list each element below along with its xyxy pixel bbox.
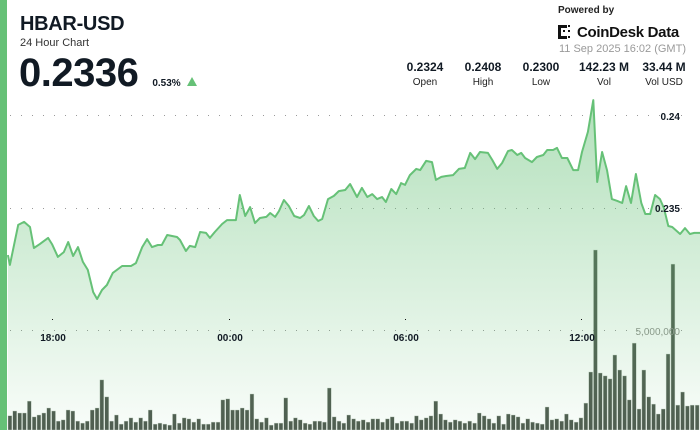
accent-bar — [0, 0, 7, 430]
stat-value: 33.44 M — [642, 60, 686, 74]
price-area — [7, 100, 700, 430]
stat-value: 0.2408 — [464, 60, 502, 74]
x-tick — [581, 319, 582, 320]
price-row: 0.2336 0.53% — [19, 50, 197, 96]
x-tick-label: 06:00 — [393, 333, 419, 344]
stat-value: 0.2300 — [522, 60, 560, 74]
stat-vol: 142.23 M Vol — [576, 60, 632, 88]
stat-high: 0.2408 High — [455, 60, 511, 88]
up-arrow-icon — [186, 77, 197, 86]
stat-value: 0.2324 — [406, 60, 444, 74]
stat-low: 0.2300 Low — [513, 60, 569, 88]
logo-text: CoinDesk Data — [577, 23, 679, 41]
price-change: 0.53% — [152, 78, 181, 89]
timestamp: 11 Sep 2025 16:02 (GMT) — [559, 43, 686, 55]
price-line — [6, 99, 700, 300]
x-tick-label: 18:00 — [40, 333, 66, 344]
stat-vol-usd: 33.44 M Vol USD — [636, 60, 692, 88]
y-tick-label: 0.24 — [661, 112, 681, 123]
chart-subtitle: 24 Hour Chart — [20, 37, 90, 49]
x-axis: 18:00 00:00 06:00 12:00 — [40, 319, 595, 344]
stat-label: Vol — [597, 77, 611, 88]
coindesk-logo: CoinDesk Data — [557, 22, 679, 42]
x-tick — [229, 319, 230, 320]
stat-label: High — [472, 77, 494, 88]
stat-open: 0.2324 Open — [397, 60, 453, 88]
coindesk-logo-icon — [558, 25, 570, 39]
y-tick-label: 0.235 — [655, 204, 680, 215]
stat-value: 142.23 M — [578, 60, 630, 74]
volume-tick-label: 5,000,000 — [636, 327, 681, 338]
x-tick — [405, 319, 406, 320]
x-tick-label: 12:00 — [569, 333, 595, 344]
current-price: 0.2336 — [19, 51, 139, 95]
stat-label: Open — [412, 77, 438, 88]
x-tick — [52, 319, 53, 320]
x-tick-label: 00:00 — [217, 333, 243, 344]
pair-title: HBAR-USD — [20, 13, 125, 35]
powered-by-label: Powered by — [558, 5, 615, 16]
stat-label: Low — [531, 77, 551, 88]
stat-label: Vol USD — [645, 77, 683, 88]
